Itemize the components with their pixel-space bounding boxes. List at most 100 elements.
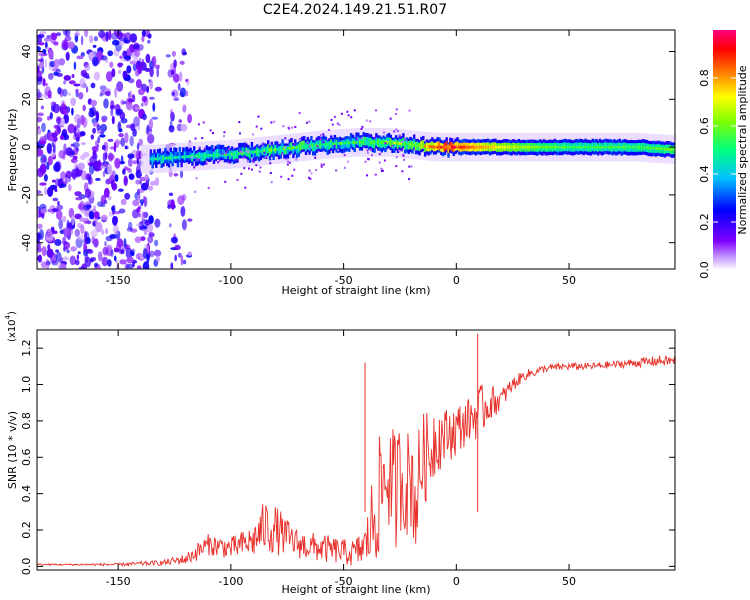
- heat-ridge-core: [550, 145, 553, 149]
- heat-noise-blob: [126, 227, 133, 232]
- heat-ridge-core: [245, 151, 248, 155]
- heat-speck: [310, 172, 313, 175]
- heat-noise-blob: [88, 210, 94, 220]
- heat-ridge-mid: [218, 149, 221, 158]
- spectrogram-xtick-label: -100: [218, 274, 243, 287]
- heat-ridge-mid: [423, 143, 427, 153]
- heat-ridge-core: [660, 147, 663, 151]
- heat-noise-blob: [105, 235, 113, 242]
- heat-speck: [319, 134, 322, 137]
- heat-noise-blob: [174, 244, 181, 251]
- heat-ridge-core: [508, 145, 511, 149]
- heat-noise-blob: [155, 255, 161, 263]
- heat-ridge-core: [355, 140, 358, 144]
- heat-noise-blob: [109, 61, 114, 68]
- heat-ridge-mid: [292, 145, 295, 154]
- heat-noise-blob: [126, 65, 132, 74]
- heat-speck: [291, 174, 294, 177]
- colorbar-label: Normalized spectral amplitude: [736, 65, 749, 234]
- heat-speck: [246, 150, 249, 153]
- heat-ridge-core: [456, 145, 459, 149]
- heat-speck: [322, 163, 325, 166]
- heat-noise-blob: [122, 50, 127, 57]
- heat-ridge-core: [319, 143, 322, 147]
- heat-noise-blob: [124, 263, 130, 269]
- heat-noise-blob: [97, 251, 103, 262]
- heat-speck: [194, 137, 197, 140]
- heat-speck: [378, 161, 381, 164]
- heat-speck: [408, 178, 411, 181]
- heat-ridge-core: [597, 145, 600, 149]
- heat-speck: [239, 132, 241, 135]
- heat-noise-blob: [57, 87, 62, 95]
- heat-ridge-core: [175, 156, 178, 159]
- heat-noise-blob: [107, 259, 112, 267]
- heat-noise-blob: [48, 248, 53, 257]
- heat-ridge-core: [452, 145, 456, 149]
- heat-ridge-core: [209, 154, 212, 157]
- heat-ridge-core: [528, 145, 531, 149]
- heat-noise-blob: [63, 241, 71, 250]
- heat-noise-blob: [110, 100, 115, 108]
- heat-noise-blob: [144, 174, 149, 182]
- heat-ridge-core: [625, 145, 629, 149]
- heat-noise-blob: [119, 111, 126, 121]
- heat-ridge-core: [164, 156, 167, 160]
- heat-ridge-core: [386, 140, 389, 144]
- heat-speck: [389, 117, 392, 120]
- snr-panel: -150 -100 -50 0 50 0.0 0.2 0.4 0.6 0.8 1.0 1.2 Heig…: [4, 311, 676, 596]
- heat-ridge-core: [189, 155, 192, 158]
- heat-noise-blob: [54, 188, 58, 192]
- heat-speck: [347, 160, 350, 163]
- heat-ridge-core: [564, 145, 567, 149]
- heat-ridge-mid: [272, 147, 275, 156]
- heat-noise-blob: [148, 232, 155, 238]
- heat-ridge-core: [661, 147, 665, 151]
- heat-speck: [269, 162, 272, 165]
- heat-ridge-core: [615, 145, 618, 149]
- heat-noise-blob: [87, 176, 92, 185]
- heat-noise-blob: [92, 150, 97, 157]
- heat-noise-blob: [137, 189, 140, 196]
- heat-ridge-mid: [164, 152, 167, 161]
- heat-ridge-core: [425, 144, 429, 148]
- heat-noise-blob: [73, 61, 77, 70]
- heat-ridge-core: [436, 145, 439, 149]
- heat-ridge-core: [187, 155, 190, 158]
- heat-halo: [140, 144, 144, 174]
- heat-noise-blob: [84, 188, 92, 199]
- heat-noise-blob: [132, 261, 135, 268]
- heat-noise-blob: [49, 112, 53, 120]
- heat-speck: [346, 110, 349, 113]
- heat-ridge-core: [193, 154, 196, 158]
- heat-noise-blob: [74, 191, 82, 197]
- heat-speck: [247, 150, 250, 153]
- heat-speck: [305, 121, 308, 124]
- heat-ridge-core: [346, 141, 349, 145]
- colorbar: 0.0 0.2 0.4 0.6 0.8 Normalized spectral ampl…: [698, 30, 749, 279]
- heat-ridge-core: [427, 145, 430, 148]
- heat-noise-blob: [132, 44, 140, 50]
- heat-noise-blob: [170, 236, 178, 244]
- heat-noise-blob: [62, 101, 65, 110]
- heat-noise-blob: [59, 134, 65, 140]
- heat-speck: [258, 170, 261, 173]
- heat-speck: [202, 121, 205, 124]
- heat-noise-blob: [45, 258, 50, 269]
- heat-noise-blob: [141, 102, 144, 107]
- heat-noise-blob: [37, 167, 45, 178]
- heat-speck: [391, 144, 394, 147]
- heat-noise-blob: [79, 217, 85, 222]
- heat-ridge-core: [196, 154, 199, 158]
- heat-ridge-core: [512, 145, 515, 149]
- heat-noise-blob: [96, 124, 101, 131]
- heat-noise-blob: [75, 136, 80, 142]
- heat-noise-blob: [58, 150, 66, 159]
- heat-noise-blob: [112, 215, 118, 226]
- heat-ridge-mid: [362, 136, 365, 146]
- heat-ridge-core: [640, 145, 643, 149]
- heat-ridge-core: [304, 145, 308, 148]
- heat-ridge-core: [634, 145, 638, 149]
- heat-ridge-core: [324, 143, 328, 146]
- heat-noise-blob: [101, 118, 107, 123]
